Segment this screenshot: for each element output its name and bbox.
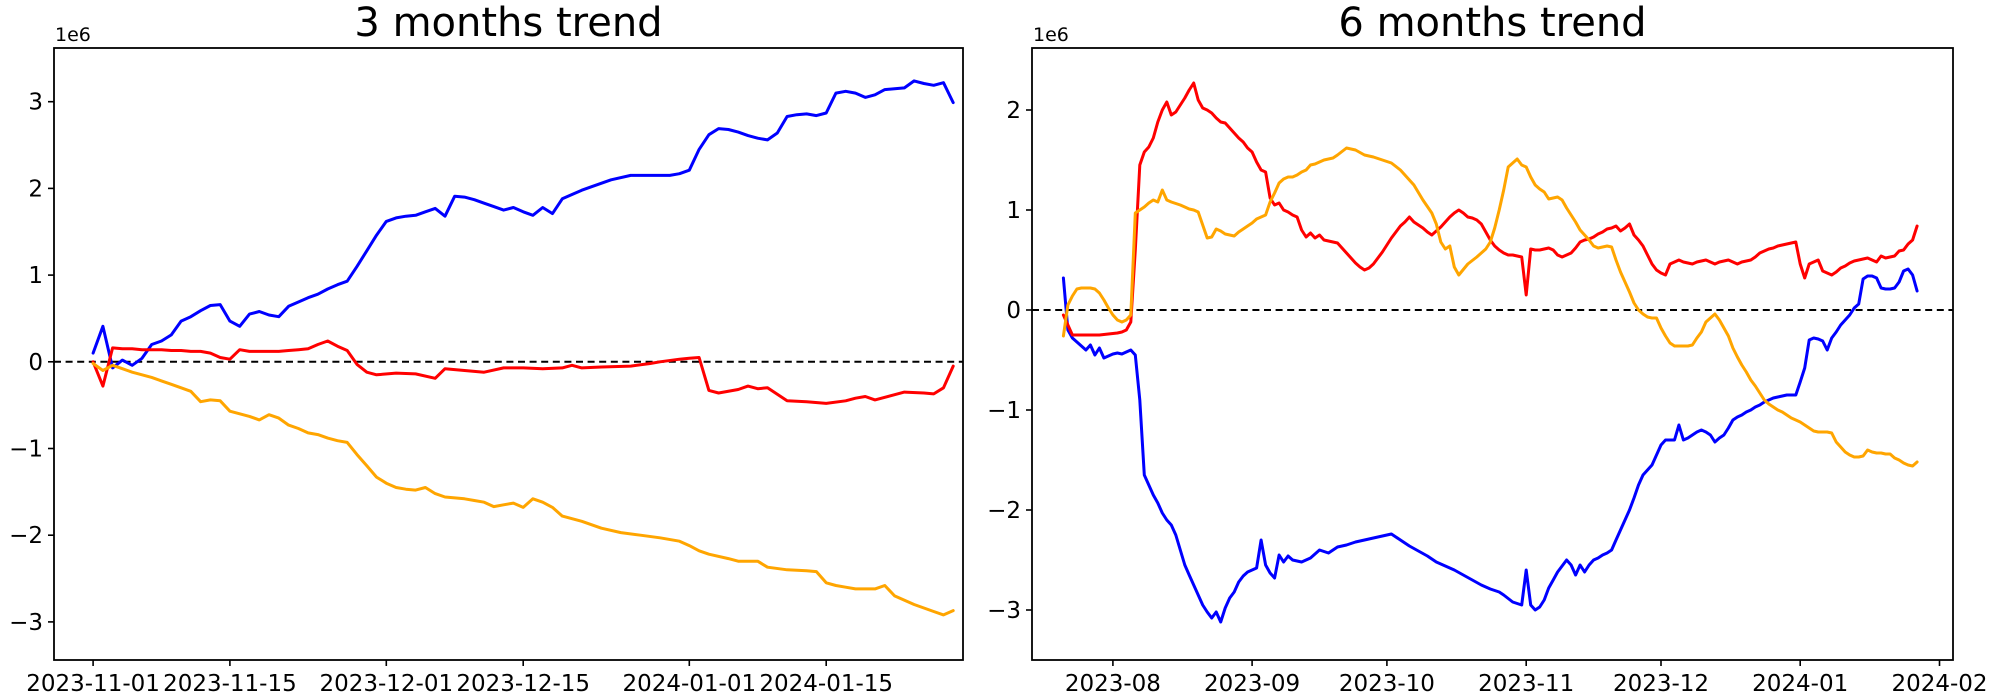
series-line-blue <box>91 79 955 370</box>
series-line-red <box>91 339 955 405</box>
x-tick-label: 2024-01-15 <box>759 671 893 697</box>
chart-title-6-months: 6 months trend <box>1338 0 1647 46</box>
y-axis-offset-label-left: 1e6 <box>55 24 91 46</box>
plot-frame <box>1031 47 1954 661</box>
x-tick-label: 2023-10 <box>1339 671 1435 697</box>
x-tick-label: 2023-12-15 <box>456 671 590 697</box>
y-tick-label: −1 <box>9 437 43 463</box>
x-tick-label: 2023-11-01 <box>26 671 160 697</box>
x-tick-label: 2024-02 <box>1891 671 1987 697</box>
y-axis-offset-label-right: 1e6 <box>1033 24 1069 46</box>
x-tick-label: 2023-08 <box>1065 671 1161 697</box>
x-tick-label: 2024-01 <box>1752 671 1848 697</box>
y-tick-label: −2 <box>987 498 1021 524</box>
x-tick-label: 2023-09 <box>1204 671 1300 697</box>
x-tick-label: 2023-12-01 <box>319 671 453 697</box>
x-tick-label: 2023-11 <box>1478 671 1574 697</box>
y-tick-label: 0 <box>1006 298 1021 324</box>
y-tick-label: 0 <box>28 350 43 376</box>
chart-title-3-months: 3 months trend <box>354 0 663 46</box>
plot-frame <box>53 47 964 661</box>
y-tick-label: 1 <box>28 263 43 289</box>
y-tick-label: −1 <box>987 398 1021 424</box>
series-line-red <box>1061 81 1919 337</box>
y-tick-label: 3 <box>28 90 43 116</box>
y-tick-label: −2 <box>9 523 43 549</box>
x-tick-label: 2024-01-01 <box>622 671 756 697</box>
series-line-blue <box>1061 267 1919 624</box>
y-tick-label: −3 <box>987 598 1021 624</box>
y-tick-label: 2 <box>1006 98 1021 124</box>
x-tick-label: 2023-11-15 <box>163 671 297 697</box>
series-line-orange <box>1061 146 1919 468</box>
y-tick-label: 2 <box>28 176 43 202</box>
series-line-orange <box>91 362 955 617</box>
y-tick-label: 1 <box>1006 198 1021 224</box>
y-tick-label: −3 <box>9 610 43 636</box>
x-tick-label: 2023-12 <box>1613 671 1709 697</box>
